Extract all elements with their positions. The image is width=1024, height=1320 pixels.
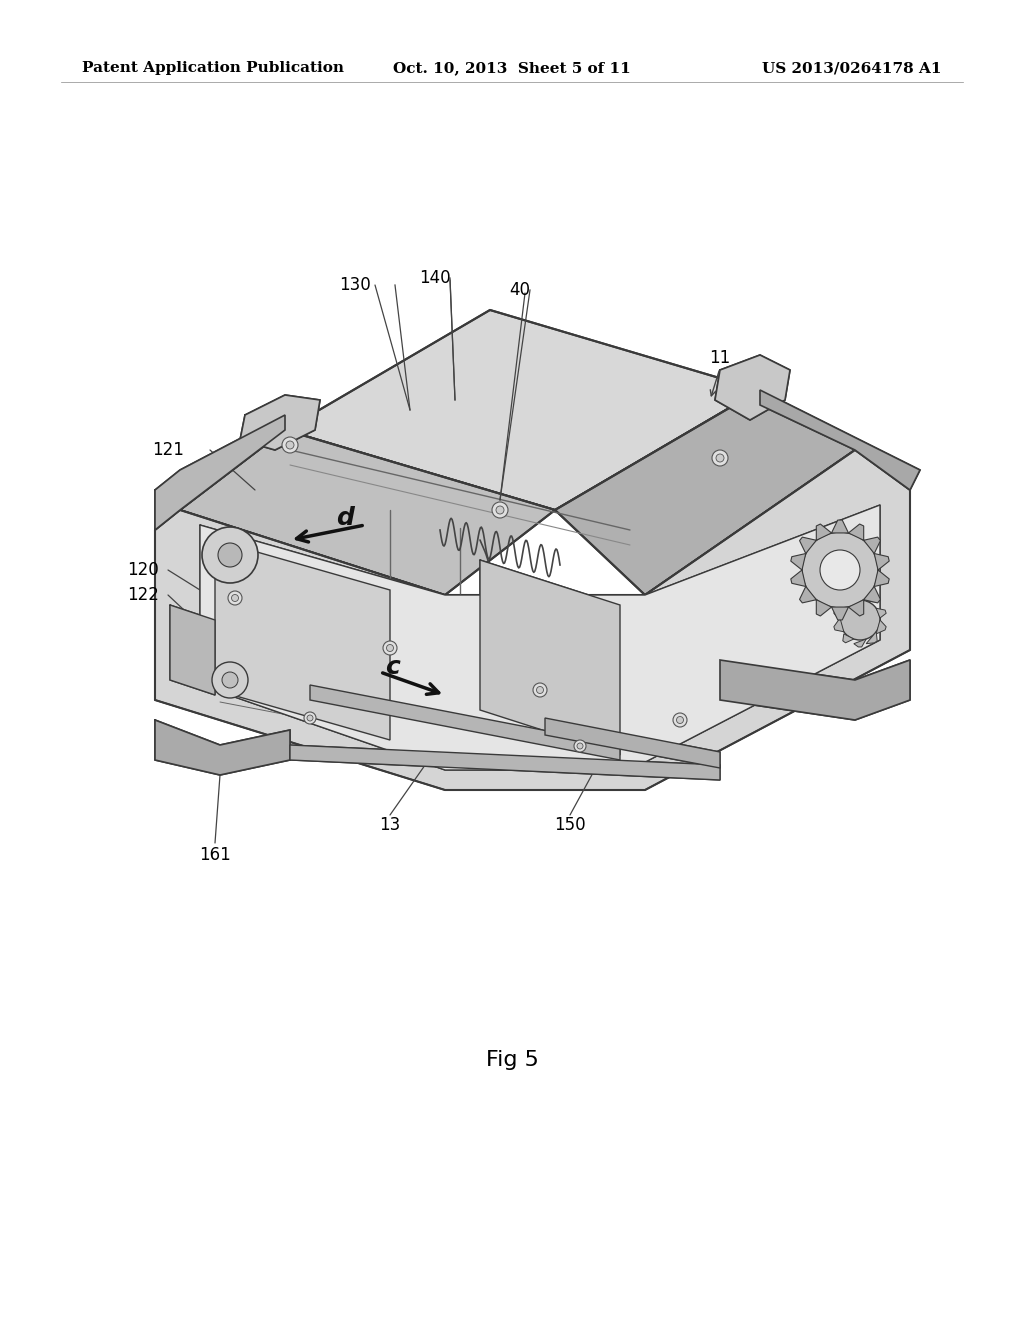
Polygon shape — [874, 570, 889, 586]
Polygon shape — [480, 560, 620, 755]
Polygon shape — [831, 520, 849, 533]
Polygon shape — [800, 586, 816, 603]
Circle shape — [492, 502, 508, 517]
Polygon shape — [155, 414, 285, 531]
Polygon shape — [285, 310, 760, 510]
Polygon shape — [834, 618, 844, 632]
Text: 140: 140 — [419, 269, 451, 286]
Circle shape — [716, 454, 724, 462]
Circle shape — [712, 450, 728, 466]
Polygon shape — [791, 570, 806, 586]
Polygon shape — [816, 524, 831, 540]
Polygon shape — [545, 718, 720, 768]
Circle shape — [537, 686, 544, 693]
Circle shape — [222, 672, 238, 688]
Polygon shape — [877, 609, 886, 618]
Circle shape — [383, 642, 397, 655]
Circle shape — [534, 682, 547, 697]
Polygon shape — [863, 537, 881, 553]
Polygon shape — [200, 506, 880, 770]
Text: 121: 121 — [152, 441, 184, 459]
Polygon shape — [155, 450, 910, 789]
Polygon shape — [800, 537, 816, 553]
Circle shape — [307, 715, 313, 721]
Circle shape — [282, 437, 298, 453]
Text: Oct. 10, 2013  Sheet 5 of 11: Oct. 10, 2013 Sheet 5 of 11 — [393, 61, 631, 75]
Circle shape — [212, 663, 248, 698]
Circle shape — [231, 594, 239, 602]
Polygon shape — [155, 719, 290, 775]
Polygon shape — [310, 685, 620, 760]
Text: 11: 11 — [710, 348, 731, 367]
Polygon shape — [240, 395, 319, 450]
Polygon shape — [849, 524, 863, 540]
Circle shape — [802, 532, 878, 609]
Polygon shape — [854, 639, 866, 647]
Polygon shape — [866, 632, 878, 644]
Text: 150: 150 — [554, 816, 586, 834]
Text: 122: 122 — [127, 586, 159, 605]
Text: 161: 161 — [199, 846, 230, 865]
Text: d: d — [336, 506, 354, 531]
Polygon shape — [877, 620, 886, 634]
Circle shape — [574, 741, 586, 752]
Polygon shape — [760, 389, 920, 490]
Polygon shape — [834, 602, 844, 620]
Text: 13: 13 — [379, 816, 400, 834]
Text: 120: 120 — [127, 561, 159, 579]
Circle shape — [496, 506, 504, 513]
Circle shape — [673, 713, 687, 727]
Polygon shape — [843, 634, 854, 643]
Circle shape — [577, 743, 583, 748]
Polygon shape — [715, 355, 790, 420]
Polygon shape — [555, 389, 855, 595]
Circle shape — [677, 717, 683, 723]
Polygon shape — [874, 553, 889, 570]
Polygon shape — [215, 540, 390, 741]
Polygon shape — [843, 593, 854, 609]
Circle shape — [202, 527, 258, 583]
Circle shape — [386, 644, 393, 652]
Polygon shape — [831, 607, 849, 620]
Polygon shape — [720, 660, 910, 719]
Polygon shape — [170, 605, 215, 696]
Polygon shape — [816, 599, 831, 616]
Circle shape — [820, 550, 860, 590]
Polygon shape — [180, 430, 555, 595]
Circle shape — [218, 543, 242, 568]
Text: c: c — [386, 655, 400, 678]
Circle shape — [304, 711, 316, 723]
Polygon shape — [863, 586, 881, 603]
Text: Fig 5: Fig 5 — [485, 1049, 539, 1071]
Text: US 2013/0264178 A1: US 2013/0264178 A1 — [763, 61, 942, 75]
Text: 40: 40 — [510, 281, 530, 300]
Circle shape — [228, 591, 242, 605]
Polygon shape — [866, 597, 878, 602]
Text: 130: 130 — [339, 276, 371, 294]
Text: Patent Application Publication: Patent Application Publication — [82, 61, 344, 75]
Polygon shape — [854, 593, 866, 601]
Circle shape — [286, 441, 294, 449]
Circle shape — [840, 601, 880, 640]
Polygon shape — [290, 744, 720, 780]
Polygon shape — [791, 553, 806, 570]
Polygon shape — [849, 599, 863, 616]
